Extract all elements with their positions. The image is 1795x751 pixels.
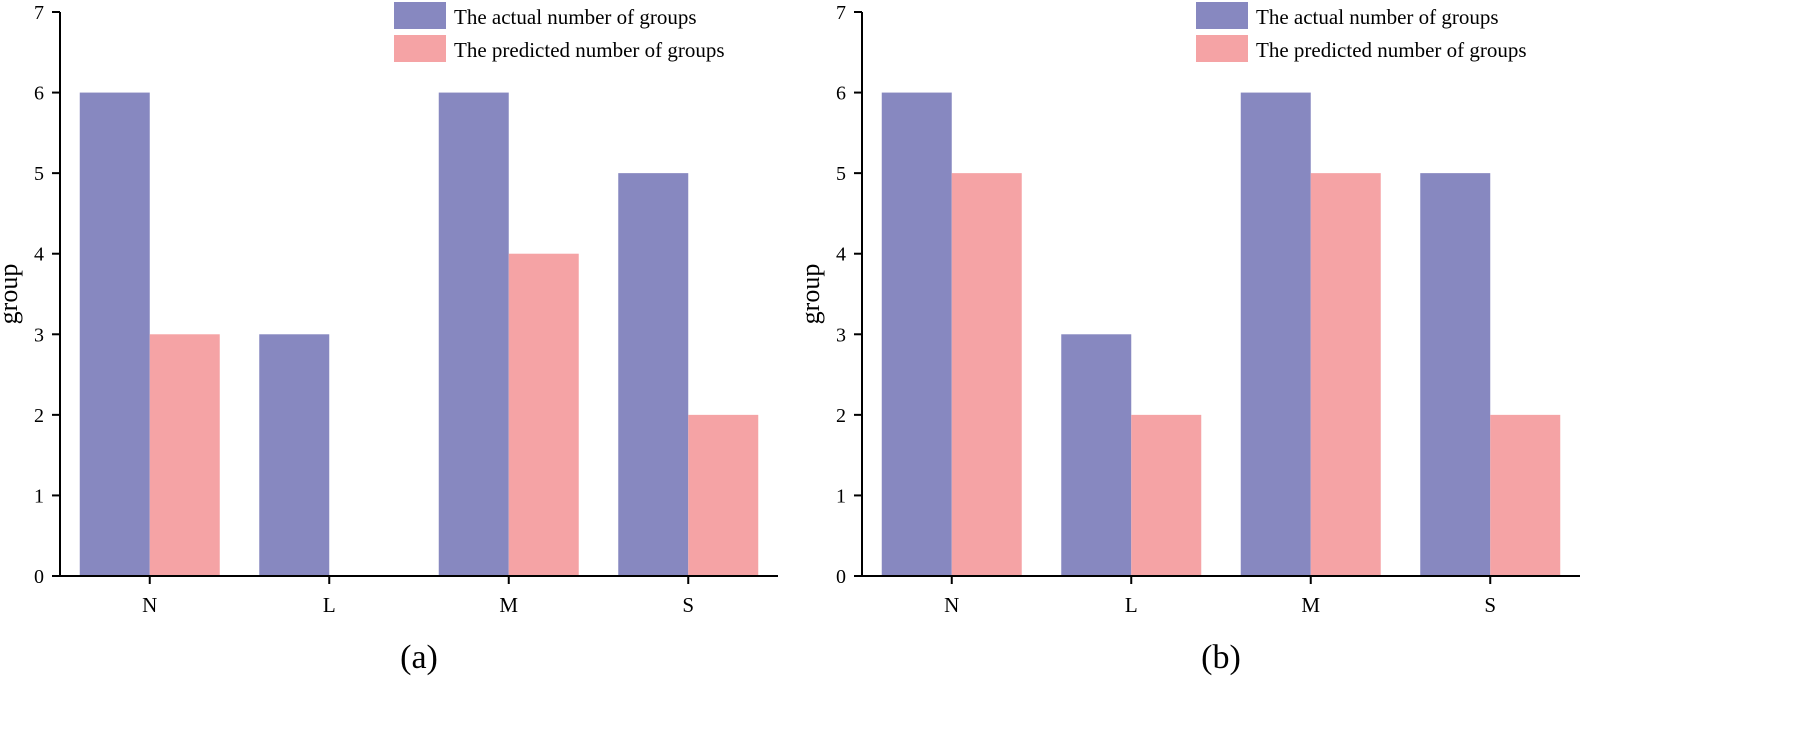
bar-predicted-S: [1490, 414, 1561, 576]
legend-swatch-actual: [1196, 2, 1248, 29]
y-tick-label: 3: [836, 324, 846, 346]
legend-swatch-predicted: [394, 35, 446, 62]
y-tick-label: 2: [836, 405, 846, 427]
bar-predicted-N: [149, 334, 220, 576]
y-axis-label: group: [0, 264, 23, 325]
y-tick-label: 0: [836, 566, 846, 588]
x-tick-label: M: [1301, 593, 1320, 617]
x-tick-label: S: [682, 593, 694, 617]
y-tick-label: 1: [34, 485, 44, 507]
y-tick-label: 1: [836, 485, 846, 507]
bar-actual-L: [1061, 334, 1132, 576]
legend-swatch-predicted: [1196, 35, 1248, 62]
y-tick-label: 3: [34, 324, 44, 346]
x-tick-label: L: [1125, 593, 1138, 617]
legend-label-predicted: The predicted number of groups: [454, 38, 725, 62]
y-tick-label: 2: [34, 405, 44, 427]
legend: The actual number of groups The predicted…: [1196, 2, 1527, 62]
bar-actual-M: [1240, 92, 1311, 577]
bar-predicted-S: [688, 414, 759, 576]
legend-label-actual: The actual number of groups: [1256, 5, 1499, 29]
bar-actual-N: [79, 92, 150, 577]
y-tick-label: 5: [836, 163, 846, 185]
x-tick-label: L: [323, 593, 336, 617]
bar-predicted-N: [951, 173, 1022, 576]
x-tick-label: M: [499, 593, 518, 617]
y-tick-label: 7: [34, 2, 44, 24]
y-tick-label: 6: [836, 83, 846, 105]
bar-actual-S: [1420, 173, 1491, 576]
legend-label-predicted: The predicted number of groups: [1256, 38, 1527, 62]
bar-predicted-M: [508, 253, 579, 576]
y-tick-label: 4: [34, 244, 44, 266]
x-tick-label: S: [1484, 593, 1496, 617]
legend-swatch-actual: [394, 2, 446, 29]
bar-predicted-M: [1310, 173, 1381, 576]
x-tick-label: N: [944, 593, 959, 617]
bar-actual-L: [259, 334, 330, 576]
bar-predicted-L: [1131, 414, 1202, 576]
y-tick-label: 4: [836, 244, 846, 266]
panel-caption: (b): [1201, 639, 1241, 676]
bar-actual-S: [618, 173, 689, 576]
bar-actual-M: [438, 92, 509, 577]
panel-caption: (a): [400, 639, 438, 676]
y-tick-label: 7: [836, 2, 846, 24]
x-tick-label: N: [142, 593, 157, 617]
y-axis-label: group: [796, 264, 825, 325]
legend: The actual number of groups The predicted…: [394, 2, 725, 62]
y-tick-label: 5: [34, 163, 44, 185]
bar-actual-N: [881, 92, 952, 577]
legend-label-actual: The actual number of groups: [454, 5, 697, 29]
y-tick-label: 0: [34, 566, 44, 588]
y-tick-label: 6: [34, 83, 44, 105]
